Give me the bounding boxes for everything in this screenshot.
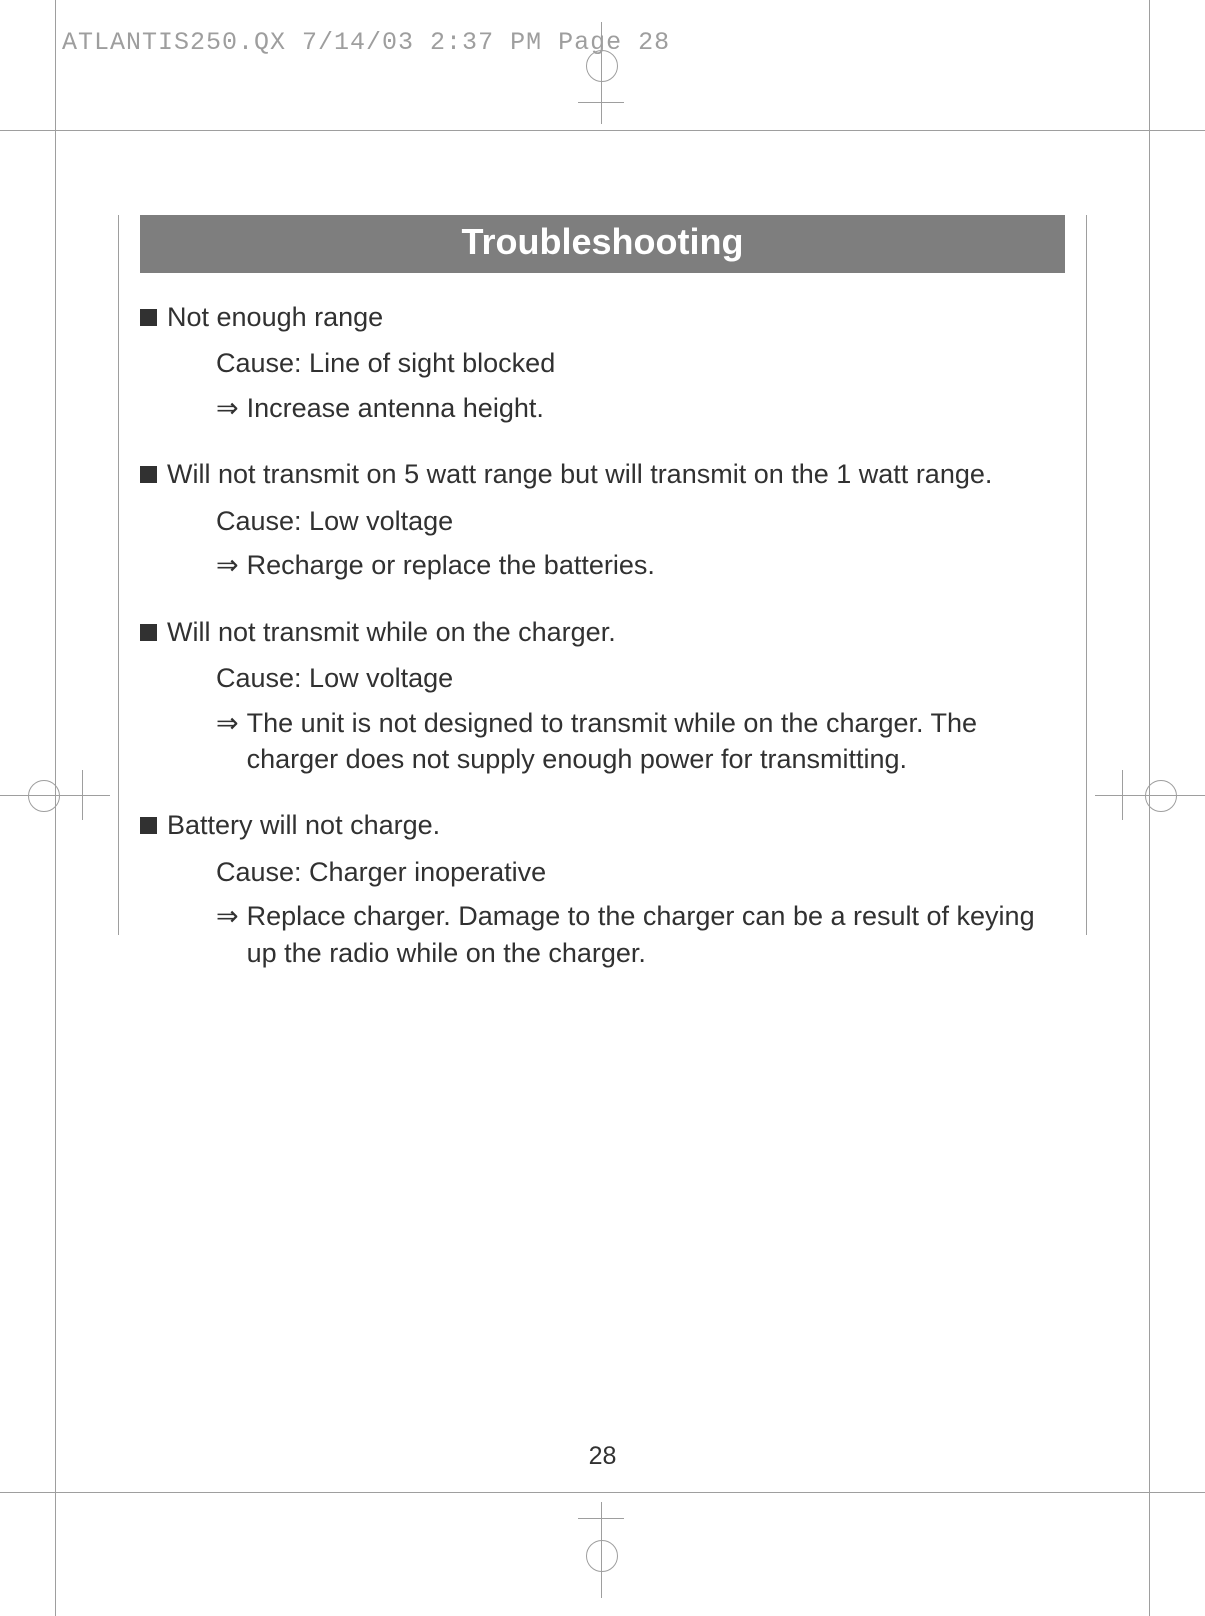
heading-text: Will not transmit while on the charger. xyxy=(167,617,616,647)
arrow-icon: ⇒ xyxy=(216,705,247,778)
registration-mark-right xyxy=(1095,770,1205,820)
page-content: Troubleshooting Not enough range Cause: … xyxy=(140,215,1065,1001)
item-cause: Cause: Low voltage xyxy=(216,660,1065,696)
bullet-square-icon xyxy=(140,466,157,483)
item-heading: Will not transmit on 5 watt range but wi… xyxy=(140,456,1065,492)
arrow-icon: ⇒ xyxy=(216,547,247,583)
item-cause: Cause: Charger inoperative xyxy=(216,854,1065,890)
registration-mark-top xyxy=(578,22,624,124)
registration-mark-left xyxy=(0,770,110,820)
bullet-square-icon xyxy=(140,624,157,641)
arrow-icon: ⇒ xyxy=(216,390,247,426)
item-solution: ⇒Replace charger. Damage to the charger … xyxy=(216,898,1065,971)
item-cause: Cause: Line of sight blocked xyxy=(216,345,1065,381)
item-heading: Will not transmit while on the charger. xyxy=(140,614,1065,650)
heading-text: Not enough range xyxy=(167,302,383,332)
item-heading: Battery will not charge. xyxy=(140,807,1065,843)
solution-text: The unit is not designed to transmit whi… xyxy=(247,705,1065,778)
item-heading: Not enough range xyxy=(140,299,1065,335)
crop-bottom xyxy=(0,1492,1205,1493)
troubleshooting-item: Will not transmit while on the charger. … xyxy=(140,614,1065,778)
troubleshooting-item: Not enough range Cause: Line of sight bl… xyxy=(140,299,1065,426)
bullet-square-icon xyxy=(140,817,157,834)
heading-text: Battery will not charge. xyxy=(167,810,440,840)
crop-top xyxy=(0,130,1205,131)
solution-text: Recharge or replace the batteries. xyxy=(247,547,1065,583)
item-solution: ⇒Recharge or replace the batteries. xyxy=(216,547,1065,583)
page-number: 28 xyxy=(0,1442,1205,1471)
page-title: Troubleshooting xyxy=(140,215,1065,273)
item-solution: ⇒The unit is not designed to transmit wh… xyxy=(216,705,1065,778)
margin-left xyxy=(118,215,119,935)
solution-text: Replace charger. Damage to the charger c… xyxy=(247,898,1065,971)
margin-right xyxy=(1086,215,1087,935)
arrow-icon: ⇒ xyxy=(216,898,247,971)
troubleshooting-item: Will not transmit on 5 watt range but wi… xyxy=(140,456,1065,583)
registration-mark-bottom xyxy=(578,1502,624,1598)
item-cause: Cause: Low voltage xyxy=(216,503,1065,539)
item-solution: ⇒Increase antenna height. xyxy=(216,390,1065,426)
troubleshooting-item: Battery will not charge. Cause: Charger … xyxy=(140,807,1065,971)
solution-text: Increase antenna height. xyxy=(247,390,1065,426)
bullet-square-icon xyxy=(140,309,157,326)
heading-text: Will not transmit on 5 watt range but wi… xyxy=(167,459,992,489)
